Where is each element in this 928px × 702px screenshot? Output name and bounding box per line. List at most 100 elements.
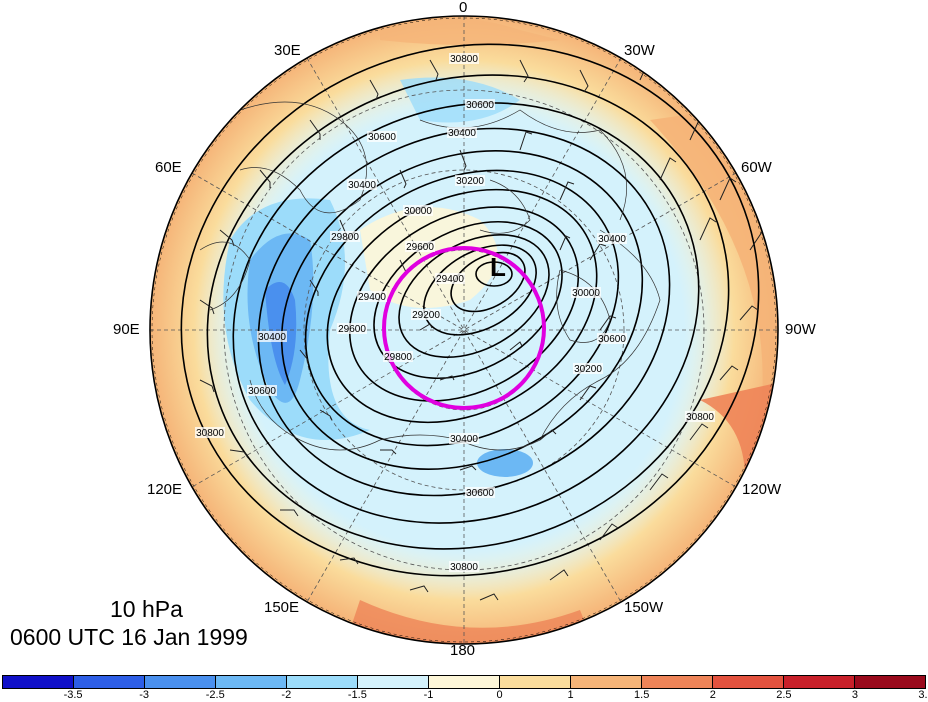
contour-label: 30600 [466,488,494,499]
contour-label-bg [573,363,603,374]
contour-label-bg [465,487,495,498]
contour-label: 30200 [574,364,602,375]
colorbar-segment [3,676,74,688]
contour-label: 30600 [598,334,626,345]
contour-label-bg [347,179,377,190]
contour-label: 30000 [572,288,600,299]
lon-label-150w: 150W [624,599,664,616]
contour-label: 30400 [258,332,286,343]
map-boundary [149,15,779,645]
contour-label-bg [597,233,627,244]
highlight-circle [382,246,546,410]
warm-ring [150,16,778,644]
contour-label: 30600 [368,132,396,143]
contour-label-bg [455,175,485,186]
lon-label-0: 0 [459,0,468,16]
contour-label: 30400 [448,128,476,139]
contour-label-bg [257,331,287,342]
colorbar-tick-label: -3 [139,689,150,701]
colorbar-tick-label: 2.5 [776,689,792,701]
colorbar-tick-label: 2 [709,689,716,701]
contour-label-bg [435,273,465,284]
contour-label-bg [357,291,387,302]
contour-label-bg [449,561,479,572]
colorbar-segment [145,676,216,688]
lon-label-60e: 60E [155,159,182,176]
colorbar-segment [855,676,925,688]
contour-label: 29600 [406,242,434,253]
contour-label: 30800 [450,562,478,573]
contour-label: 30400 [348,180,376,191]
colorbar-segment [784,676,855,688]
colorbar-tick-label: -1 [423,689,434,701]
colorbar-tick-label: -2.5 [205,689,225,701]
contour-label: 30600 [248,386,276,397]
lon-label-120w: 120W [742,481,782,498]
colorbar-tick-label: 1 [567,689,574,701]
contour-label-bg [405,241,435,252]
contour-label-bg [337,323,367,334]
colorbar-segment [571,676,642,688]
contour-label-bg [330,231,360,242]
wind-barbs [199,57,769,601]
colorbar-segment [74,676,145,688]
colorbar-tick-label: 0 [496,689,503,701]
contour-label: 30800 [450,54,478,65]
contour-label-bg [247,385,277,396]
contour-label-bg [571,287,601,298]
warm-anomaly-south [340,600,600,644]
contour-label: 29400 [436,274,464,285]
colorbar-tick-label: 1.5 [634,689,650,701]
contour-label-bg [447,127,477,138]
cool-anomaly-south [477,449,533,477]
contour-label: 30400 [450,434,478,445]
lon-label-90e: 90E [113,321,140,338]
lon-label-150e: 150E [264,599,300,616]
contour-label-bg [383,351,413,362]
contour-label: 30600 [466,100,494,111]
colorbar-segment [500,676,571,688]
contour-label: 30400 [598,234,626,245]
contour-label: 30800 [686,412,714,423]
lon-label-30e: 30E [274,42,301,59]
lon-label-180: 180 [450,642,476,659]
contour-label-bg [367,131,397,142]
colorbar-segment [642,676,713,688]
timestamp: 0600 UTC 16 Jan 1999 [10,624,248,650]
contour-label: 29800 [331,232,359,243]
lon-label-120e: 120E [147,481,183,498]
contour-labels: 30800 30600 30400 30600 30400 30200 30000 29800… [195,53,715,573]
colorbar-tick-label: -1.5 [347,689,367,701]
contour-label-bg [465,99,495,110]
contour-label: 29200 [412,310,440,321]
lon-label-90w: 90W [785,321,816,338]
pressure-level: 10 hPa [110,596,183,622]
height-contours [180,43,760,577]
contour-label: 29800 [384,352,412,363]
contour-label: 30800 [196,428,224,439]
contour-label: 30000 [404,206,432,217]
contour-label-bg [403,205,433,216]
lon-label-30w: 30W [624,42,655,59]
low-marker: L [490,252,506,282]
colorbar-tick-label: 3.5 [918,689,928,701]
contour-label-bg [449,53,479,64]
contour-label-bg [685,411,715,422]
colorbar-segment [358,676,429,688]
contour-label-bg [411,309,441,320]
contour-label: 29400 [358,292,386,303]
colorbar-tick-label: -3.5 [63,689,83,701]
colorbar-segment [216,676,287,688]
warm-anomaly-north [380,16,560,45]
colorbar-segment [713,676,784,688]
contour-label-bg [195,427,225,438]
contour-label: 30200 [456,176,484,187]
lon-label-60w: 60W [741,159,772,176]
colorbar-tick-label: 3 [851,689,858,701]
contour-label: 29600 [338,324,366,335]
colorbar-tick-label: -2 [281,689,292,701]
colorbar-segment [287,676,358,688]
colorbar-segment [429,676,500,688]
contour-label-bg [449,433,479,444]
